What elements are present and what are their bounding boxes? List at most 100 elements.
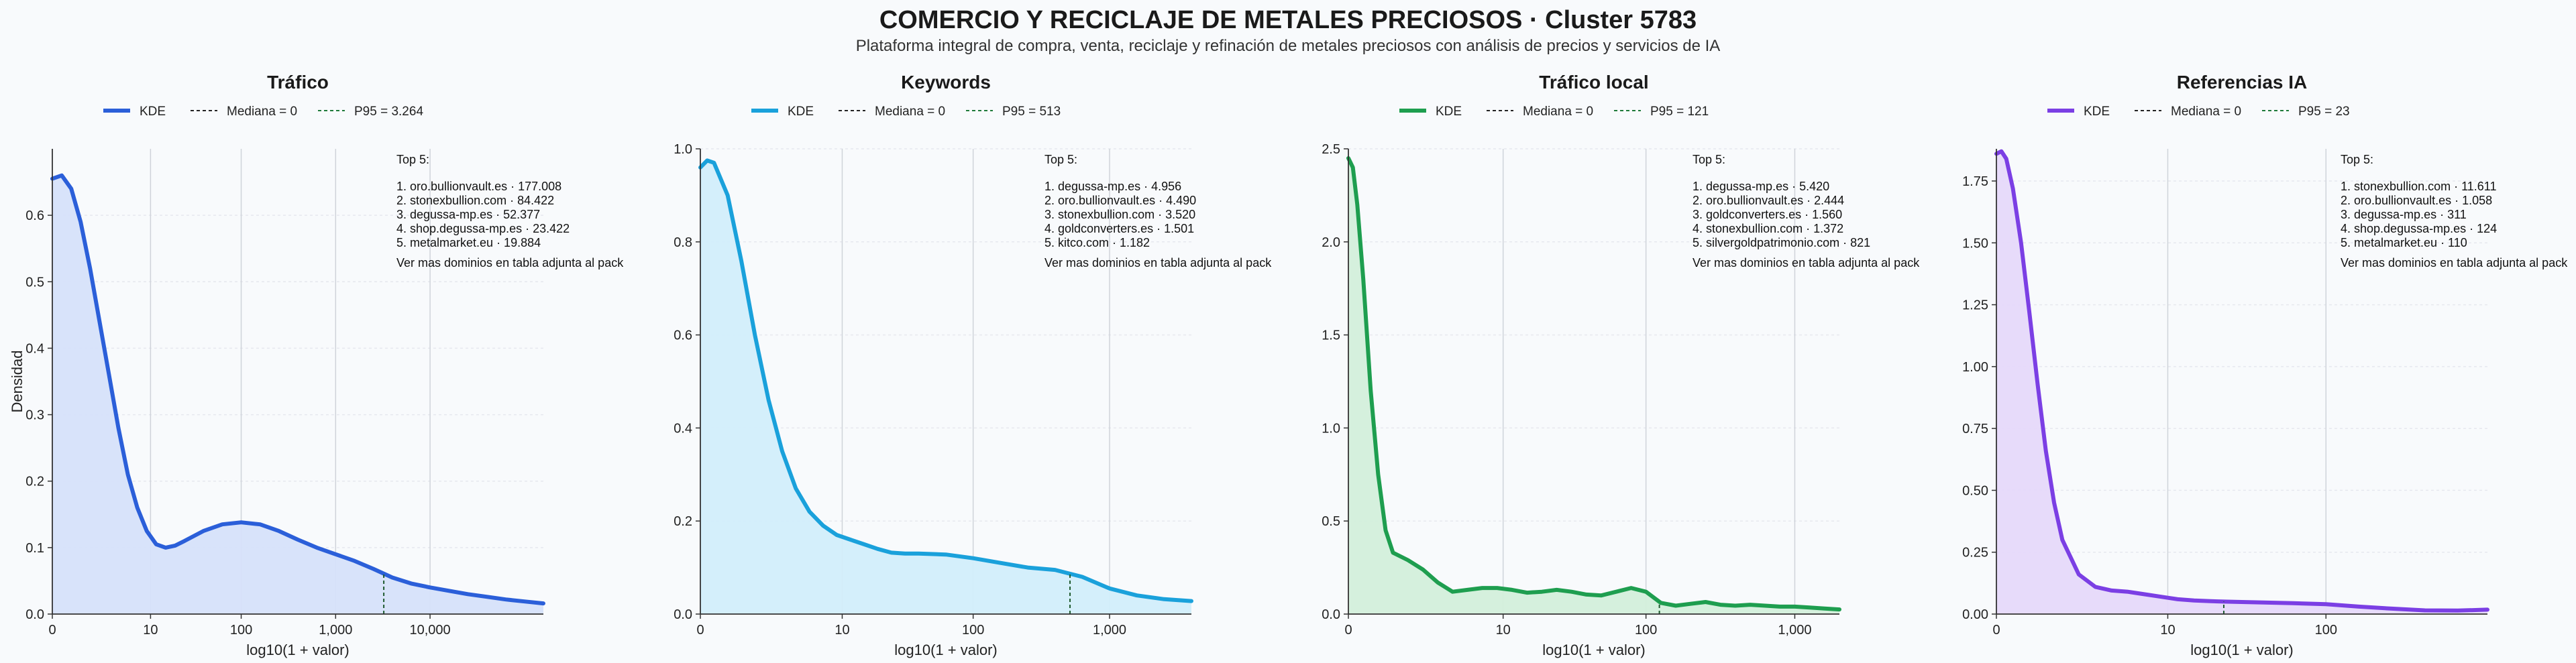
x-tick-label: 100 — [1635, 623, 1657, 638]
x-tick-label: 10 — [143, 623, 158, 638]
chart-panel-2: Keywords KDE Mediana = 0 P95 = 513 0.0 0.2 0.4… — [674, 72, 1272, 658]
y-tick-label: 0.0 — [674, 607, 692, 622]
y-tick-label: 1.5 — [1322, 328, 1340, 343]
y-tick-label: 0.50 — [1962, 483, 1988, 498]
top5-item: 5. metalmarket.eu · 19.884 — [396, 236, 541, 249]
top5-item: 3. goldconverters.es · 1.560 — [1693, 208, 1842, 221]
y-tick-label: 2.0 — [1322, 235, 1340, 250]
top5-note: Ver mas dominios en tabla adjunta al pac… — [2341, 256, 2568, 269]
top5-item: 1. stonexbullion.com · 11.611 — [2341, 180, 2496, 193]
top5-item: 2. oro.bullionvault.es · 1.058 — [2341, 194, 2492, 207]
x-tick-label: 100 — [2315, 623, 2337, 638]
top5-item: 1. degussa-mp.es · 4.956 — [1044, 180, 1181, 193]
x-tick-label: 0 — [48, 623, 56, 638]
kde-area — [1348, 158, 1839, 614]
y-tick-label: 1.75 — [1962, 174, 1988, 189]
legend: KDE Mediana = 0 P95 = 23 — [2047, 105, 2350, 119]
kde-area — [52, 175, 543, 614]
kde-area — [700, 160, 1191, 614]
chart-title: Tráfico — [267, 72, 329, 93]
x-axis-label: log10(1 + valor) — [2190, 642, 2293, 658]
y-tick-label: 1.00 — [1962, 360, 1988, 375]
x-tick-label: 0 — [1344, 623, 1352, 638]
y-tick-label: 0.3 — [25, 408, 44, 423]
x-tick-label: 1,000 — [1093, 623, 1126, 638]
kde-line — [1994, 149, 2489, 613]
figure-subtitle: Plataforma integral de compra, venta, re… — [856, 37, 1721, 55]
top5-title: Top 5: — [2341, 153, 2373, 166]
chart-panel-3: Tráfico local KDE Mediana = 0 P95 = 121 0.0 0… — [1322, 72, 1920, 658]
legend-label-median: Mediana = 0 — [227, 105, 297, 119]
y-tick-label: 0.0 — [1322, 607, 1340, 622]
legend-label-p95: P95 = 513 — [1002, 105, 1061, 119]
y-tick-label: 2.5 — [1322, 142, 1340, 157]
y-tick-label: 0.1 — [25, 541, 44, 556]
figure-title: COMERCIO Y RECICLAJE DE METALES PRECIOSO… — [879, 6, 1697, 34]
legend: KDE Mediana = 0 P95 = 121 — [1399, 105, 1709, 119]
top5-note: Ver mas dominios en tabla adjunta al pac… — [1044, 256, 1272, 269]
y-tick-label: 0.0 — [25, 607, 44, 622]
x-tick-label: 10 — [1496, 623, 1511, 638]
legend-label-kde: KDE — [140, 105, 166, 119]
legend-label-median: Mediana = 0 — [2171, 105, 2241, 119]
top5-item: 4. shop.degussa-mp.es · 124 — [2341, 222, 2497, 235]
y-tick-label: 0.2 — [25, 475, 44, 489]
y-tick-label: 0.6 — [674, 328, 692, 343]
top5-annotation: Top 5: 1. oro.bullionvault.es · 177.0082.… — [396, 153, 624, 269]
top5-item: 5. metalmarket.eu · 110 — [2341, 236, 2467, 249]
y-tick-label: 0.4 — [25, 341, 44, 356]
x-axis-label: log10(1 + valor) — [1542, 642, 1645, 658]
y-axis-label: Densidad — [9, 351, 25, 413]
x-tick-label: 100 — [230, 623, 252, 638]
x-axis-label: log10(1 + valor) — [894, 642, 997, 658]
top5-note: Ver mas dominios en tabla adjunta al pac… — [1693, 256, 1920, 269]
top5-item: 2. oro.bullionvault.es · 2.444 — [1693, 194, 1844, 207]
top5-item: 2. oro.bullionvault.es · 4.490 — [1044, 194, 1196, 207]
top5-item: 3. degussa-mp.es · 311 — [2341, 208, 2467, 221]
legend-label-p95: P95 = 23 — [2298, 105, 2350, 119]
y-tick-label: 0.8 — [674, 235, 692, 250]
kde-line — [698, 158, 1193, 603]
x-tick-label: 10,000 — [409, 623, 450, 638]
legend-label-median: Mediana = 0 — [875, 105, 945, 119]
panels: Tráfico KDE Mediana = 0 P95 = 3.264 0.0 0.1 0.… — [9, 72, 2568, 658]
top5-note: Ver mas dominios en tabla adjunta al pac… — [396, 256, 624, 269]
top5-item: 4. stonexbullion.com · 1.372 — [1693, 222, 1843, 235]
x-tick-label: 0 — [696, 623, 704, 638]
kde-line — [1346, 156, 1841, 612]
y-tick-label: 0.4 — [674, 421, 692, 436]
x-tick-label: 0 — [1992, 623, 2000, 638]
y-tick-label: 1.0 — [1322, 421, 1340, 436]
top5-item: 4. shop.degussa-mp.es · 23.422 — [396, 222, 570, 235]
x-axis-label: log10(1 + valor) — [246, 642, 349, 658]
kde-area — [1996, 151, 2487, 614]
chart-panel-4: Referencias IA KDE Mediana = 0 P95 = 23 0.00… — [1962, 72, 2568, 658]
legend-label-p95: P95 = 121 — [1650, 105, 1709, 119]
top5-item: 1. oro.bullionvault.es · 177.008 — [396, 180, 561, 193]
y-tick-label: 1.50 — [1962, 236, 1988, 251]
legend-label-kde: KDE — [1436, 105, 1462, 119]
x-tick-label: 1,000 — [1778, 623, 1811, 638]
chart-title: Keywords — [901, 72, 991, 93]
legend: KDE Mediana = 0 P95 = 3.264 — [103, 105, 423, 119]
top5-title: Top 5: — [1693, 153, 1725, 166]
top5-item: 4. goldconverters.es · 1.501 — [1044, 222, 1194, 235]
kde-line — [50, 173, 545, 606]
chart-title: Tráfico local — [1539, 72, 1648, 93]
top5-item: 3. stonexbullion.com · 3.520 — [1044, 208, 1195, 221]
chart-title: Referencias IA — [2177, 72, 2308, 93]
y-tick-label: 1.25 — [1962, 298, 1988, 313]
y-tick-label: 0.75 — [1962, 422, 1988, 436]
y-tick-label: 0.00 — [1962, 607, 1988, 622]
y-tick-label: 0.6 — [25, 208, 44, 223]
legend: KDE Mediana = 0 P95 = 513 — [751, 105, 1061, 119]
y-tick-label: 0.5 — [1322, 514, 1340, 529]
top5-item: 5. silvergoldpatrimonio.com · 821 — [1693, 236, 1870, 249]
x-tick-label: 10 — [835, 623, 849, 638]
legend-label-kde: KDE — [788, 105, 814, 119]
x-tick-label: 10 — [2160, 623, 2175, 638]
